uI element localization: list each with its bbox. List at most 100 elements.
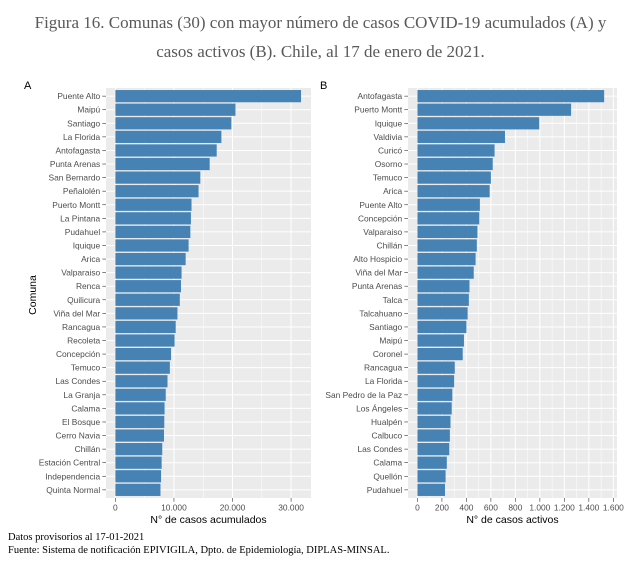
category-label: Viña del Mar (355, 268, 402, 278)
category-label: San Bernardo (49, 173, 101, 183)
category-label: Los Ángeles (356, 403, 402, 413)
category-label: Peñalolén (63, 186, 101, 196)
category-label: Quilicura (67, 295, 100, 305)
category-label: La Granja (63, 390, 100, 400)
bar-b-hualpen (417, 415, 451, 429)
bar-b-calbuco (417, 429, 450, 442)
bar-b-punta-arenas (417, 280, 470, 293)
panel-label-a: A (24, 80, 32, 92)
bar-b-puente-alto (417, 198, 480, 211)
figure-title-line-1: Figura 16. Comunas (30) con mayor número… (35, 13, 607, 32)
x-axis-title-b: N° de casos activos (466, 514, 558, 526)
category-label: Renca (76, 281, 101, 291)
category-label: Santiago (369, 322, 402, 332)
bar-a-pudahuel (115, 225, 191, 239)
category-label: Las Condes (357, 444, 402, 454)
bar-a-recoleta (115, 334, 175, 347)
category-label: Curicó (378, 145, 403, 155)
bar-b-valdivia (417, 130, 505, 143)
category-label: Talca (383, 295, 403, 305)
bar-b-pudahuel (417, 483, 445, 496)
chart-panel-a: Puente Alto Maipú Santiago La Florida Antofa… (39, 88, 311, 513)
category-label: Maipú (379, 336, 402, 346)
source-note: Fuente: Sistema de notificación EPIVIGIL… (8, 545, 389, 556)
figure-title-line-2: casos activos (B). Chile, al 17 de enero… (156, 42, 485, 61)
category-label: Valdivia (373, 132, 402, 142)
category-label: Alto Hospicio (353, 254, 402, 264)
category-label: Chillán (377, 240, 403, 250)
x-tick-label: 20.000 (220, 503, 246, 513)
category-label: Iquique (375, 118, 403, 128)
bar-a-puente-alto (115, 90, 302, 103)
category-label: Chillán (75, 444, 101, 454)
bar-b-vina-del-mar (417, 266, 474, 279)
category-label: Talcahuano (359, 308, 402, 318)
category-label: Coronel (373, 349, 402, 359)
category-label: Puerto Montt (52, 200, 101, 210)
bar-b-san-pedro-de-la-paz (417, 388, 453, 401)
category-label: Pudahuel (367, 485, 403, 495)
category-label: Concepción (56, 349, 101, 359)
bar-b-alto-hospicio (417, 252, 476, 266)
category-label: Estación Central (39, 458, 101, 468)
bar-a-vina-del-mar (115, 307, 178, 320)
panel-label-b: B (320, 80, 327, 92)
category-label: La Pintana (60, 213, 100, 223)
bar-a-quinta-normal (115, 483, 161, 496)
category-label: La Florida (365, 376, 403, 386)
category-label: Hualpén (371, 417, 403, 427)
bar-b-chillan (417, 239, 477, 252)
bar-b-rancagua (417, 361, 455, 374)
bar-b-calama (417, 456, 447, 469)
data-note: Datos provisorios al 17-01-2021 (8, 532, 144, 543)
bar-a-rancagua (115, 320, 176, 334)
category-label: Rancagua (364, 363, 403, 373)
bar-a-valparaiso (115, 266, 182, 279)
bar-a-la-granja (115, 388, 166, 401)
bar-a-la-florida (115, 130, 222, 143)
category-label: Concepción (358, 213, 403, 223)
category-label: La Florida (63, 132, 101, 142)
category-label: Antofagasta (55, 145, 100, 155)
category-label: Valparaiso (61, 268, 100, 278)
category-label: Temuco (373, 173, 403, 183)
bar-a-punta-arenas (115, 157, 210, 171)
category-label: Rancagua (62, 322, 101, 332)
category-label: Antofagasta (357, 91, 402, 101)
category-label: Temuco (71, 363, 101, 373)
category-label: Punta Arenas (50, 159, 100, 169)
bar-b-talca (417, 293, 469, 306)
category-label: Independencia (45, 471, 100, 481)
bar-b-concepcion (417, 212, 480, 225)
x-tick-label: 0 (113, 503, 118, 513)
bar-a-las-condes (115, 375, 168, 388)
bar-a-temuco (115, 361, 170, 374)
category-label: Calbuco (371, 431, 402, 441)
x-tick-label: 30.000 (278, 503, 304, 513)
category-label: Viña del Mar (53, 308, 100, 318)
category-label: El Bosque (62, 417, 101, 427)
category-label: Valparaiso (363, 227, 402, 237)
bar-b-santiago (417, 320, 467, 334)
chart-panel-b: Antofagasta Puerto Montt Iquique Valdivia Cu… (325, 88, 624, 513)
category-label: Maipú (77, 105, 100, 115)
category-label: Calama (71, 403, 100, 413)
category-label: Santiago (67, 118, 100, 128)
category-label: Calama (373, 458, 402, 468)
bar-b-maipu (417, 334, 464, 347)
bar-b-talcahuano (417, 307, 468, 320)
x-tick-label: 1.000 (529, 503, 550, 513)
category-label: Arica (383, 186, 402, 196)
bar-a-concepcion (115, 347, 172, 361)
bar-b-quellon (417, 470, 446, 483)
category-label: Quinta Normal (46, 485, 100, 495)
x-tick-label: 10.000 (161, 503, 187, 513)
bar-a-el-bosque (115, 415, 165, 429)
category-label: Recoleta (67, 336, 100, 346)
bar-a-quilicura (115, 293, 180, 306)
bar-a-puerto-montt (115, 198, 192, 211)
x-tick-label: 800 (508, 503, 522, 513)
category-label: Osorno (375, 159, 403, 169)
